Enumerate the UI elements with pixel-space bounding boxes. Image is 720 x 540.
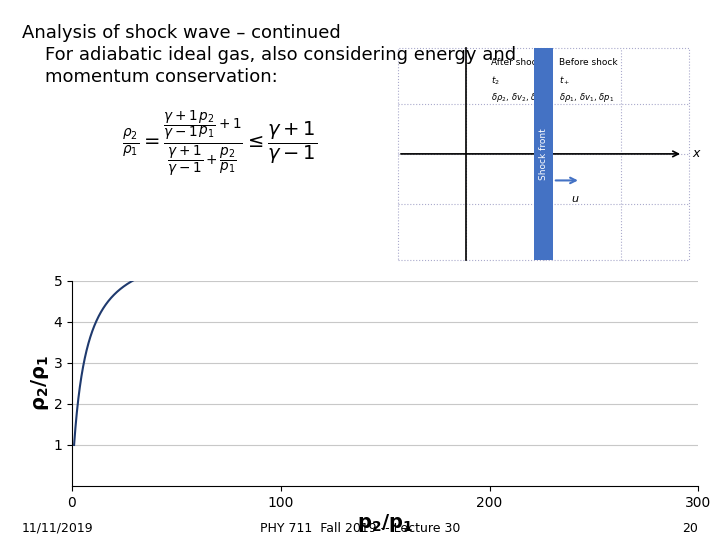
Text: For adiabatic ideal gas, also considering energy and: For adiabatic ideal gas, also considerin… (22, 46, 516, 64)
X-axis label: $\mathbf{p_2/p_1}$: $\mathbf{p_2/p_1}$ (357, 512, 413, 535)
Text: 20: 20 (683, 522, 698, 535)
Text: $t_2$: $t_2$ (491, 75, 500, 87)
Text: 11/11/2019: 11/11/2019 (22, 522, 93, 535)
Text: Shock front: Shock front (539, 128, 548, 180)
Text: $t_+$: $t_+$ (559, 75, 570, 87)
Text: x: x (692, 147, 700, 160)
Text: $\delta\rho_2,\,\delta v_2,\,\delta p_2$: $\delta\rho_2,\,\delta v_2,\,\delta p_2$ (491, 91, 546, 104)
Y-axis label: $\mathbf{\rho_2/\rho_1}$: $\mathbf{\rho_2/\rho_1}$ (29, 355, 50, 411)
Bar (534, 48, 553, 260)
Text: $\delta\rho_1,\,\delta v_1,\,\delta p_1$: $\delta\rho_1,\,\delta v_1,\,\delta p_1$ (559, 91, 614, 104)
Text: $\frac{\rho_2}{\rho_1} = \frac{\dfrac{\gamma+1}{\gamma-1}\dfrac{p_2}{p_1}+1}{\df: $\frac{\rho_2}{\rho_1} = \frac{\dfrac{\g… (122, 108, 318, 178)
Text: momentum conservation:: momentum conservation: (22, 68, 277, 85)
Text: Analysis of shock wave – continued: Analysis of shock wave – continued (22, 24, 341, 42)
Text: Before shock: Before shock (559, 58, 618, 67)
Text: PHY 711  Fall 2019 -- Lecture 30: PHY 711 Fall 2019 -- Lecture 30 (260, 522, 460, 535)
Text: u: u (571, 194, 578, 204)
Text: After shock: After shock (491, 58, 542, 67)
